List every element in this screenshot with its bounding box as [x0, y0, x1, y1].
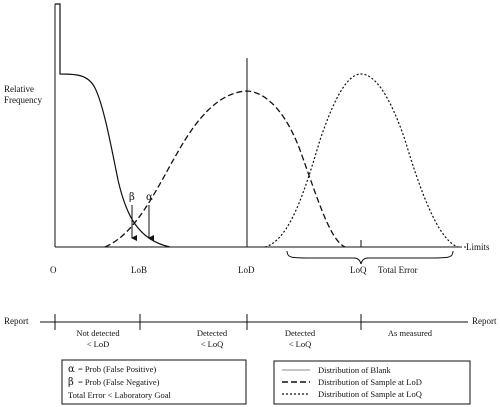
def-beta-text: = Prob (False Negative)	[78, 377, 160, 387]
zone-3-line1: Detected	[285, 328, 316, 338]
zone-2-line1: Detected	[197, 328, 228, 338]
zone-2-line2: < LoQ	[201, 339, 224, 349]
alpha-symbol: α	[146, 192, 153, 203]
y-axis-label-line1: Relative	[4, 84, 34, 94]
def-footer: Total Error < Laboratory Goal	[68, 390, 171, 400]
legend-lod-label: Distribution of Sample at LoD	[318, 377, 422, 387]
def-beta-symbol: β	[68, 377, 74, 388]
definitions-box	[61, 359, 247, 405]
origin-label: O	[50, 265, 57, 275]
blank-distribution-curve	[55, 3, 171, 248]
def-alpha-symbol: α	[68, 364, 75, 375]
zone-1-line1: Not detected	[76, 328, 120, 338]
report-label-left: Report	[4, 316, 29, 326]
legend-blank-label: Distribution of Blank	[318, 365, 391, 375]
lod-sample-distribution-curve	[104, 90, 346, 248]
limits-label: Limits	[466, 242, 490, 252]
total-error-brace	[286, 250, 454, 265]
total-error-label: Total Error	[378, 265, 418, 275]
zone-4-line1: As measured	[388, 328, 433, 338]
report-label-right: Report	[472, 316, 497, 326]
zone-1-line2: < LoD	[87, 339, 110, 349]
beta-symbol: β	[129, 192, 135, 203]
legend-box	[273, 360, 471, 405]
def-alpha-text: = Prob (False Positive)	[78, 364, 156, 374]
zone-3-line2: < LoQ	[289, 339, 312, 349]
lob-label: LoB	[131, 265, 147, 275]
legend-loq-label: Distribution of Sample at LoQ	[318, 389, 422, 399]
lod-label: LoD	[238, 265, 255, 275]
loq-sample-distribution-curve	[264, 73, 459, 248]
loq-label: LoQ	[350, 265, 367, 275]
y-axis-label-line2: Frequency	[4, 95, 42, 105]
